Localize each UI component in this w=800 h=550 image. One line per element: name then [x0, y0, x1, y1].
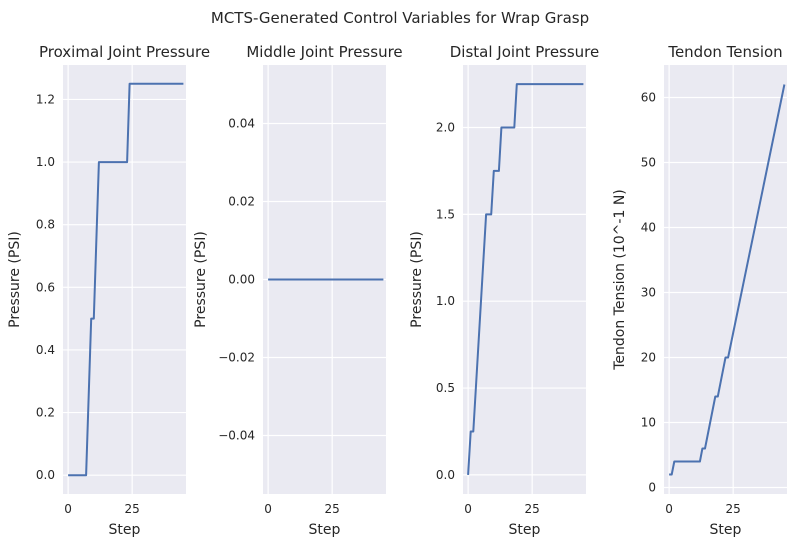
y-tick-label: 0.0 — [36, 468, 55, 482]
y-tick-label: −0.02 — [218, 351, 255, 365]
x-tick-label: 0 — [665, 502, 673, 516]
y-tick-label: 2.0 — [436, 121, 455, 135]
series-line — [68, 82, 184, 477]
y-tick-label: 40 — [641, 221, 656, 235]
y-tick-label: 0.6 — [36, 280, 55, 294]
x-tick-label: 0 — [464, 502, 472, 516]
series-line — [467, 83, 584, 475]
x-axis-label: Step — [109, 522, 141, 538]
panel-title: Distal Joint Pressure — [450, 43, 600, 61]
y-tick-label: 0 — [648, 481, 656, 495]
y-tick-label: 1.0 — [436, 294, 455, 308]
y-tick-label: 0.04 — [228, 117, 255, 131]
chart-panel-2: 0 25 −0.04 −0.02 0.00 0.02 0.04 Middle Joint Pr… — [193, 43, 403, 538]
x-tick-label: 25 — [525, 502, 540, 516]
x-tick-label: 25 — [125, 502, 140, 516]
plot-area — [63, 65, 186, 494]
x-tick-label: 25 — [325, 502, 340, 516]
y-tick-label: 0.4 — [36, 343, 55, 357]
x-tick-label: 0 — [64, 502, 72, 516]
chart-panel-4: 0 25 0 10 20 30 40 50 60 Tendon Tension Step Tendon… — [612, 43, 787, 538]
plot-area — [664, 65, 787, 494]
x-axis-label: Step — [509, 522, 541, 538]
figure-title: MCTS-Generated Control Variables for Wra… — [211, 9, 589, 27]
y-tick-label: 30 — [641, 286, 656, 300]
panel-title: Tendon Tension — [667, 43, 782, 61]
y-tick-label: 60 — [641, 91, 656, 105]
panel-title: Proximal Joint Pressure — [39, 43, 210, 61]
y-tick-label: 0.02 — [228, 195, 255, 209]
y-axis-label: Pressure (PSI) — [409, 231, 425, 328]
chart-panel-3: 0 25 0.0 0.5 1.0 1.5 2.0 Distal Joint Pressure S… — [409, 43, 599, 538]
y-tick-label: 1.0 — [36, 155, 55, 169]
y-axis-label: Tendon Tension (10^-1 N) — [612, 189, 628, 371]
x-axis-label: Step — [710, 522, 742, 538]
y-tick-label: −0.04 — [218, 429, 255, 443]
series-line — [669, 84, 786, 476]
chart-panel-1: 0 25 0.0 0.2 0.4 0.6 0.8 1.0 1.2 Proximal Joint P… — [7, 43, 210, 538]
panel-title: Middle Joint Pressure — [246, 43, 402, 61]
y-tick-label: 1.2 — [36, 92, 55, 106]
y-tick-label: 1.5 — [436, 207, 455, 221]
plot-area — [463, 65, 586, 494]
y-tick-label: 0.2 — [36, 406, 55, 420]
y-axis-label: Pressure (PSI) — [193, 231, 209, 328]
x-tick-label: 25 — [726, 502, 741, 516]
y-tick-label: 20 — [641, 351, 656, 365]
y-axis-label: Pressure (PSI) — [7, 231, 23, 328]
x-axis-label: Step — [309, 522, 341, 538]
y-tick-label: 50 — [641, 156, 656, 170]
y-tick-label: 10 — [641, 416, 656, 430]
y-tick-label: 0.8 — [36, 218, 55, 232]
y-tick-label: 0.0 — [436, 468, 455, 482]
x-tick-label: 0 — [264, 502, 272, 516]
y-tick-label: 0.5 — [436, 381, 455, 395]
y-tick-label: 0.00 — [228, 273, 255, 287]
